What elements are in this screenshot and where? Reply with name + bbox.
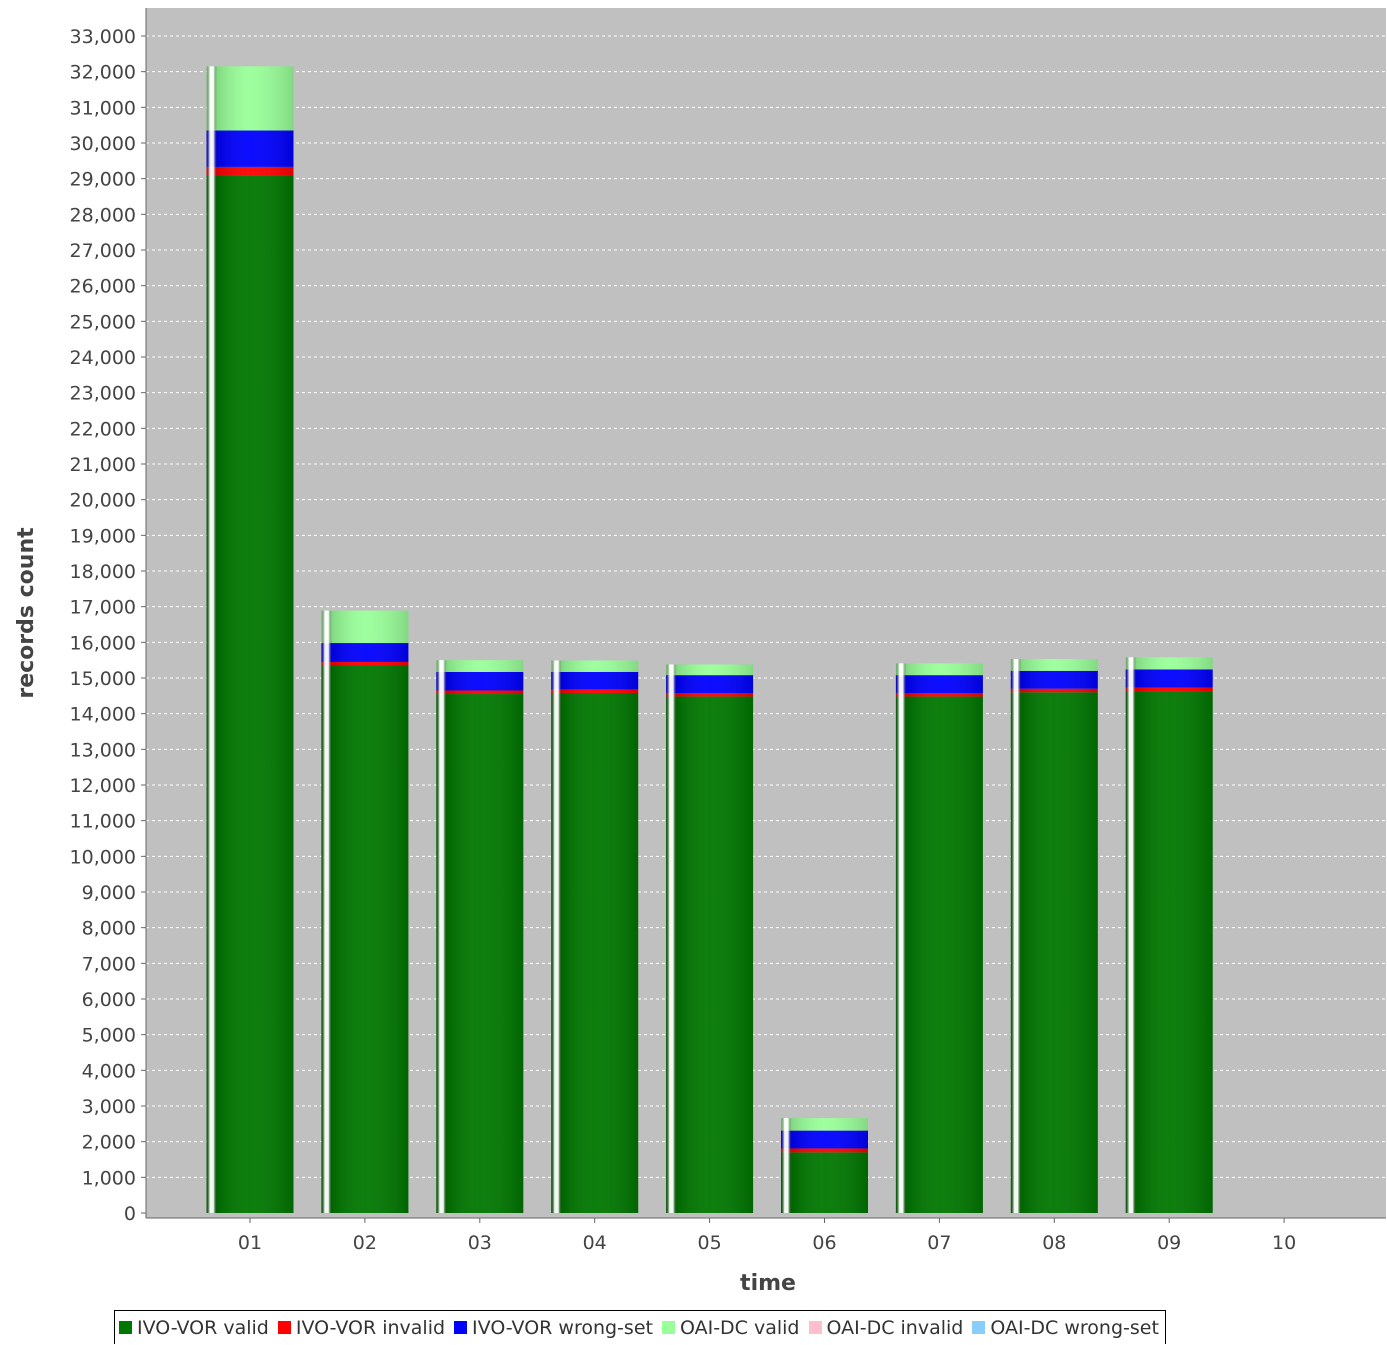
y-tick-label: 9,000 [82, 882, 136, 904]
bar-highlight [666, 664, 754, 1213]
legend-item: IVO-VOR wrong-set [454, 1317, 653, 1339]
y-tick-label: 16,000 [70, 632, 136, 654]
legend-item: OAI-DC valid [661, 1316, 800, 1339]
y-tick-label: 26,000 [70, 276, 136, 298]
x-tick-label: 07 [927, 1232, 951, 1254]
y-tick-label: 28,000 [70, 204, 136, 226]
y-tick-label: 24,000 [70, 347, 136, 369]
legend-item: IVO-VOR valid [119, 1317, 269, 1339]
x-tick-label: 10 [1272, 1232, 1296, 1254]
y-tick-label: 0 [124, 1203, 136, 1225]
bar-highlight [321, 610, 409, 1213]
x-tick-label: 04 [583, 1232, 607, 1254]
y-tick-label: 1,000 [82, 1167, 136, 1189]
y-tick-label: 10,000 [70, 846, 136, 868]
x-tick-label: 01 [238, 1232, 262, 1254]
stacked-bar-chart: 0 1,000 2,000 3,000 4,000 5,000 6,000 7,000 8,00… [14, 8, 1386, 1296]
y-tick-label: 22,000 [70, 418, 136, 440]
bar-highlight [551, 660, 639, 1213]
y-axis-ticks: 0 1,000 2,000 3,000 4,000 5,000 6,000 7,000 8,00… [70, 26, 146, 1225]
y-tick-label: 27,000 [70, 240, 136, 262]
x-axis-title: time [740, 1271, 796, 1296]
legend-label: IVO-VOR valid [137, 1316, 269, 1339]
y-tick-label: 11,000 [70, 811, 136, 833]
bar-highlight [1010, 659, 1098, 1213]
legend-swatch [972, 1321, 986, 1334]
x-tick-label: 02 [353, 1232, 377, 1254]
legend-swatch [661, 1321, 675, 1334]
legend-swatch [808, 1321, 822, 1334]
y-tick-label: 3,000 [82, 1096, 136, 1118]
bar-highlight [1125, 657, 1213, 1213]
y-tick-label: 5,000 [82, 1025, 136, 1047]
y-tick-label: 15,000 [70, 668, 136, 690]
legend-swatch [454, 1321, 468, 1334]
legend-item: OAI-DC invalid [808, 1316, 964, 1339]
legend-swatch [119, 1321, 132, 1334]
y-tick-label: 2,000 [82, 1132, 136, 1154]
x-tick-label: 08 [1042, 1232, 1066, 1254]
y-tick-label: 17,000 [70, 597, 136, 619]
y-tick-label: 6,000 [82, 989, 136, 1011]
y-tick-label: 4,000 [82, 1060, 136, 1082]
legend-item: OAI-DC wrong-set [972, 1317, 1159, 1339]
x-tick-label: 03 [468, 1232, 492, 1254]
y-tick-label: 20,000 [70, 490, 136, 512]
bar-highlight [781, 1118, 868, 1213]
legend-label: IVO-VOR wrong-set [472, 1316, 653, 1339]
legend-label: IVO-VOR invalid [295, 1316, 446, 1339]
y-tick-label: 8,000 [82, 918, 136, 940]
legend-swatch [277, 1321, 291, 1334]
y-axis-title: records count [14, 527, 39, 699]
y-tick-label: 13,000 [70, 739, 136, 761]
x-tick-label: 06 [812, 1232, 836, 1254]
y-tick-label: 25,000 [70, 311, 136, 333]
y-tick-label: 14,000 [70, 704, 136, 726]
bars [206, 66, 1213, 1214]
legend-label: OAI-DC valid [679, 1316, 800, 1339]
y-tick-label: 7,000 [82, 953, 136, 975]
legend-label: OAI-DC wrong-set [990, 1316, 1159, 1339]
x-tick-label: 05 [698, 1232, 722, 1254]
y-tick-label: 23,000 [70, 383, 136, 405]
legend-label: OAI-DC invalid [826, 1316, 964, 1339]
legend: IVO-VOR valid IVO-VOR invalid IVO-VOR wron… [114, 1310, 1166, 1344]
y-tick-label: 21,000 [70, 454, 136, 476]
x-axis-ticks: 01 02 03 04 05 06 07 08 09 10 [238, 1218, 1296, 1254]
y-tick-label: 12,000 [70, 775, 136, 797]
y-tick-label: 18,000 [70, 561, 136, 583]
x-tick-label: 09 [1157, 1232, 1181, 1254]
y-tick-label: 32,000 [70, 62, 136, 84]
y-tick-label: 30,000 [70, 133, 136, 155]
legend-item: IVO-VOR invalid [277, 1316, 446, 1339]
y-tick-label: 29,000 [70, 169, 136, 191]
bar-highlight [436, 660, 524, 1213]
y-tick-label: 19,000 [70, 525, 136, 547]
bar-highlight [206, 66, 294, 1214]
y-tick-label: 31,000 [70, 97, 136, 119]
bar-highlight [895, 663, 983, 1213]
y-tick-label: 33,000 [70, 26, 136, 48]
